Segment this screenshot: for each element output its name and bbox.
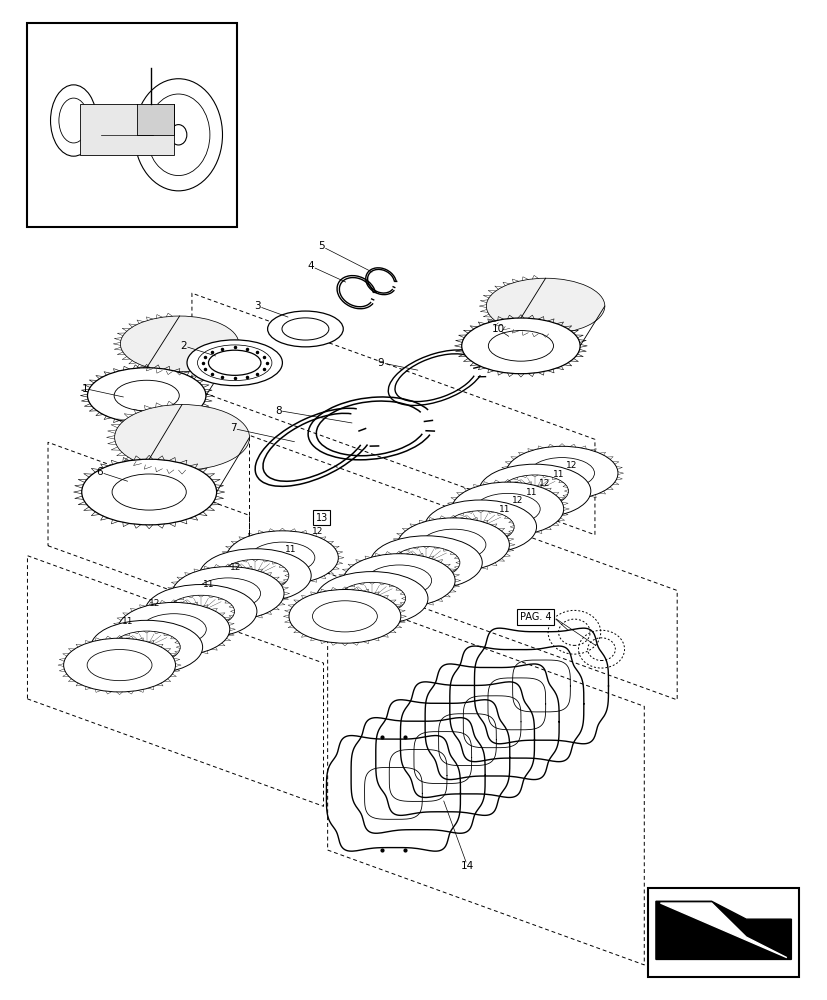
Ellipse shape [370,536,481,589]
Text: 12: 12 [538,479,550,488]
Ellipse shape [172,567,284,620]
Text: 5: 5 [318,241,325,251]
Ellipse shape [88,368,206,423]
Polygon shape [660,903,786,958]
Bar [27,23,237,227]
Ellipse shape [267,311,343,347]
Ellipse shape [452,482,563,536]
Text: 12: 12 [511,496,523,505]
Ellipse shape [227,531,338,585]
Ellipse shape [316,572,428,625]
Ellipse shape [461,318,580,374]
Text: 11: 11 [203,580,214,589]
Ellipse shape [91,620,203,674]
Ellipse shape [187,340,282,386]
Text: 10: 10 [490,324,504,334]
Text: PAG. 4: PAG. 4 [519,612,551,622]
Ellipse shape [485,278,604,334]
Text: 11: 11 [552,470,564,479]
Text: 7: 7 [229,423,236,433]
Text: 11: 11 [122,617,133,626]
Ellipse shape [478,464,590,518]
Ellipse shape [289,589,400,643]
Text: 6: 6 [97,467,103,477]
Ellipse shape [505,446,617,500]
Ellipse shape [424,500,536,554]
Polygon shape [136,104,174,135]
Text: 12: 12 [149,599,160,608]
Ellipse shape [120,316,238,372]
Text: 8: 8 [275,406,281,416]
Text: 4: 4 [308,261,314,271]
Text: 11: 11 [525,488,537,497]
Text: 9: 9 [377,358,384,368]
Bar [79,104,174,155]
Text: 3: 3 [254,301,261,311]
Ellipse shape [343,554,455,607]
Ellipse shape [114,405,249,470]
Text: 2: 2 [180,341,187,351]
Text: 13: 13 [315,513,327,523]
Polygon shape [655,901,791,959]
Ellipse shape [145,585,256,638]
Text: 14: 14 [461,861,474,871]
Ellipse shape [64,638,175,692]
Ellipse shape [170,125,187,145]
Text: 12: 12 [230,563,241,572]
Text: 11: 11 [284,545,296,554]
Ellipse shape [199,549,311,602]
Text: 12: 12 [312,527,323,536]
Ellipse shape [82,459,217,525]
Text: 12: 12 [566,461,577,470]
Bar [648,888,798,977]
Ellipse shape [117,602,230,656]
Text: 11: 11 [498,505,509,514]
Ellipse shape [397,518,509,572]
Text: 1: 1 [82,384,88,394]
